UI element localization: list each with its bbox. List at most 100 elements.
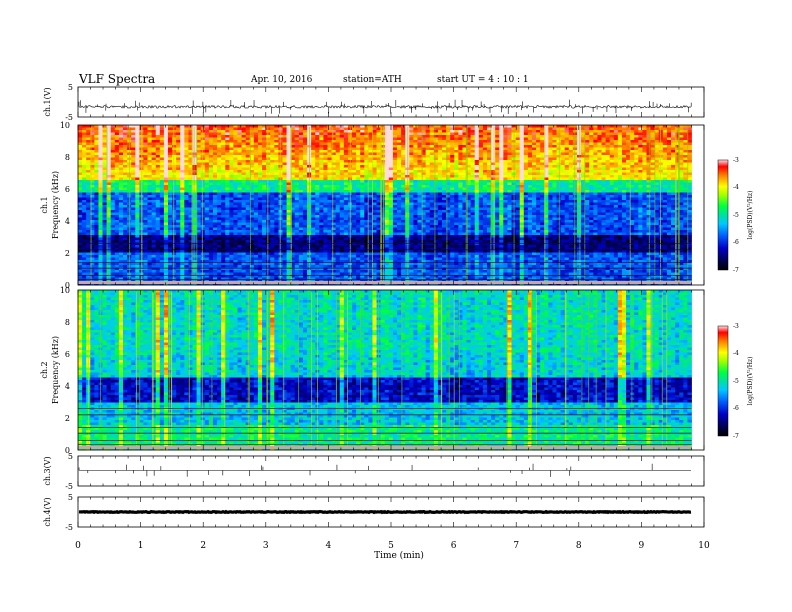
spectrogram-cell [135, 177, 140, 181]
spectrogram-cell [683, 142, 688, 146]
spectrogram-cell [122, 185, 128, 188]
spectrogram-cell [163, 127, 169, 131]
spectrogram-cell [560, 132, 566, 136]
spectrogram-cell [576, 180, 582, 183]
spectrogram-cell [527, 162, 533, 166]
spectrogram-cell [437, 132, 443, 136]
spectrogram-cell [221, 147, 226, 151]
spectrogram-cell [380, 172, 386, 176]
spectrogram-cell [335, 165, 341, 168]
spectrogram-cell [237, 127, 242, 131]
spectrogram-cell [372, 172, 377, 176]
spectrogram-cell [425, 185, 431, 188]
spectrogram-cell [401, 165, 406, 168]
spectrogram-cell [576, 172, 582, 176]
spectrogram-cell [339, 162, 345, 166]
spectrogram-cell [482, 155, 488, 158]
spectrogram-cell [323, 177, 328, 181]
spectrogram-cell [417, 200, 422, 203]
spectrogram-cell [257, 187, 263, 191]
spectrogram-cell [155, 202, 161, 206]
spectrogram-cell [253, 167, 259, 171]
spectrogram-cell [106, 187, 112, 191]
spectrogram-cell [675, 135, 680, 138]
spectrogram-cell [671, 195, 676, 198]
spectrogram-cell [679, 192, 684, 196]
spectrogram-cell [315, 177, 320, 181]
spectrogram-cell [474, 192, 480, 196]
spectrogram-cell [172, 177, 177, 181]
spectrogram-cell [486, 195, 492, 198]
spectrogram-cell [601, 187, 606, 191]
spectrogram-cell [266, 155, 271, 158]
spectrogram-cell [401, 127, 406, 131]
spectrogram-cell [86, 125, 91, 128]
spectrogram-cell [626, 160, 631, 163]
spectrogram-cell [531, 192, 537, 196]
spectrogram-cell [352, 135, 357, 138]
spectrogram-cell [548, 200, 553, 203]
spectrogram-cell [94, 132, 99, 136]
spectrogram-cell [409, 175, 414, 178]
spectrogram-cell [478, 182, 484, 186]
spectrogram-cell [605, 132, 611, 136]
spectrogram-cell [478, 157, 484, 161]
spectrogram-cell [650, 187, 656, 191]
spectrogram-cell [192, 145, 198, 148]
spectrogram-cell [212, 182, 218, 186]
spectrogram-cell [266, 172, 271, 176]
spectrogram-cell [135, 180, 140, 183]
spectrogram-cell [564, 165, 570, 168]
spectrogram-cell [225, 187, 230, 191]
spectrogram-cell [229, 190, 234, 193]
spectrogram-cell [262, 160, 267, 163]
spectrogram-cell [437, 190, 443, 193]
spectrogram-cell [605, 187, 611, 191]
spectrogram-cell [388, 175, 394, 178]
spectrogram-cell [470, 192, 476, 196]
spectrogram-cell [229, 147, 234, 151]
spectrogram-cell [172, 155, 177, 158]
spectrogram-cell [114, 150, 120, 153]
spectrogram-cell [167, 200, 173, 203]
spectrogram-cell [597, 155, 602, 158]
spectrogram-cell [621, 132, 627, 136]
spectrogram-cell [495, 155, 500, 158]
spectrogram-cell [106, 160, 112, 163]
spectrogram-cell [392, 135, 398, 138]
spectrogram-cell [163, 165, 169, 168]
spectrogram-cell [597, 187, 602, 191]
spectrogram-cell [486, 190, 492, 193]
spectrogram-cell [327, 132, 332, 136]
spectrogram-cell [380, 187, 386, 191]
spectrogram-cell [568, 157, 574, 161]
spectrogram-cell [388, 187, 394, 191]
spectrogram-cell [478, 195, 484, 198]
spectrogram-cell [540, 125, 545, 128]
spectrogram-cell [666, 145, 672, 148]
spectrogram-cell [90, 192, 95, 196]
spectrogram-cell [392, 200, 398, 203]
spectrogram-cell [86, 172, 91, 176]
spectrogram-cell [671, 170, 676, 173]
spectrogram-cell [233, 142, 238, 146]
spectrogram-cell [82, 190, 87, 193]
spectrogram-cell [442, 167, 447, 171]
spectrogram-cell [384, 197, 390, 201]
waveform-line [78, 104, 692, 109]
spectrogram-cell [196, 127, 202, 131]
spectrogram-cell [106, 162, 112, 166]
spectrogram-cell [401, 137, 406, 141]
spectrogram-cell [675, 132, 680, 136]
spectrogram-cell [257, 175, 263, 178]
spectrogram-cell [290, 125, 296, 128]
spectrogram-cell [360, 180, 365, 183]
spectrogram-cell [585, 125, 590, 128]
spectrogram-cell [266, 170, 271, 173]
spectrogram-cell [376, 200, 382, 203]
spectrogram-cell [356, 192, 361, 196]
spectrogram-cell [470, 132, 476, 136]
spectrogram-cell [192, 125, 198, 128]
spectrogram-cell [82, 132, 87, 136]
spectrogram-cell [110, 190, 116, 193]
